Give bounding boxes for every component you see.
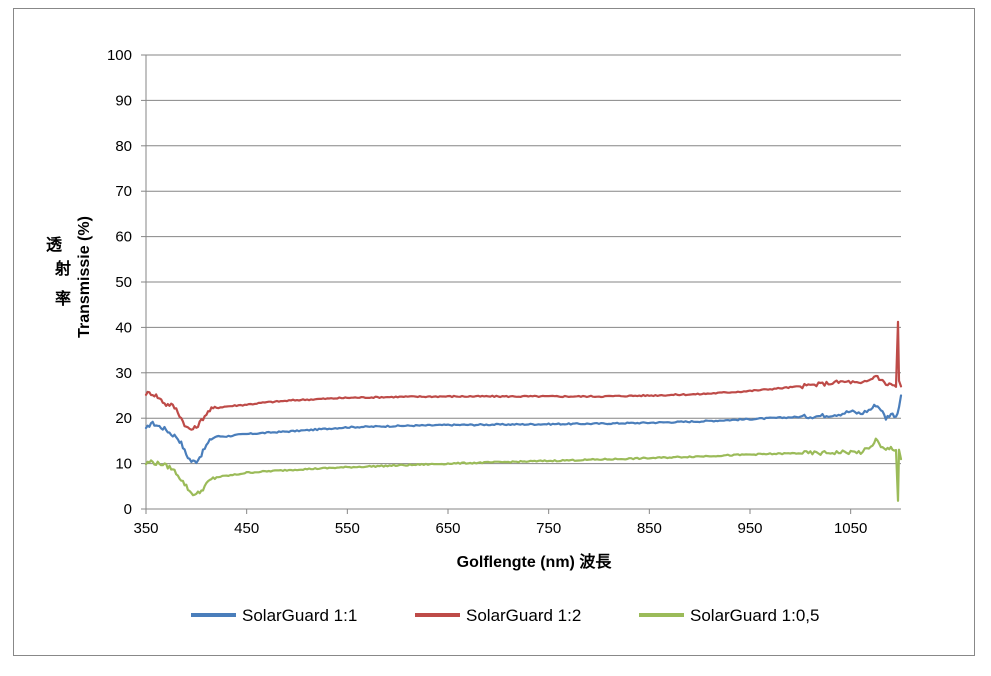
- legend-label-solarguard-1-0-5: SolarGuard 1:0,5: [690, 606, 819, 625]
- x-tick-label: 350: [133, 520, 158, 537]
- y-tick-label: 60: [115, 229, 132, 246]
- series-line-1: [144, 394, 903, 465]
- legend-label-solarguard-1-2: SolarGuard 1:2: [466, 606, 581, 625]
- y-tick-label: 80: [115, 138, 132, 155]
- y-tick-label: 50: [115, 274, 132, 291]
- y-tick-label: 90: [115, 92, 132, 109]
- x-tick-label: 650: [435, 520, 460, 537]
- y-axis-cjk-char-2: 射: [54, 259, 71, 278]
- y-axis-title: 透 射 率 Transmissie (%): [46, 216, 93, 338]
- x-tick-label: 750: [536, 520, 561, 537]
- legend-label-solarguard-1-1: SolarGuard 1:1: [242, 606, 357, 625]
- y-tick-label: 70: [115, 183, 132, 200]
- series-line-2: [144, 320, 903, 431]
- x-tick-label: 550: [335, 520, 360, 537]
- x-tick-label: 1050: [834, 520, 867, 537]
- y-axis-title-text: Transmissie (%): [76, 216, 93, 338]
- y-axis-cjk-char-3: 率: [55, 289, 71, 308]
- x-tick-label: 950: [737, 520, 762, 537]
- y-tick-label: 10: [115, 456, 132, 473]
- line-chart: 0 10 20 30 40 50 60 70 80 90 100 350 450 550 650 750 85…: [46, 47, 903, 625]
- y-tick-label: 100: [107, 47, 132, 64]
- y-tick-label: 0: [124, 501, 132, 518]
- x-tick-label: 850: [637, 520, 662, 537]
- legend: SolarGuard 1:1 SolarGuard 1:2 SolarGuard…: [191, 606, 819, 625]
- chart-frame: 0 10 20 30 40 50 60 70 80 90 100 350 450 550 650 750 85…: [13, 8, 975, 656]
- y-tick-label: 30: [115, 365, 132, 382]
- y-tick-label: 40: [115, 319, 132, 336]
- series-line-3: [144, 437, 903, 502]
- y-axis-cjk-char-1: 透: [46, 236, 63, 254]
- x-tick-label: 450: [234, 520, 259, 537]
- y-tick-label: 20: [115, 410, 132, 427]
- x-axis-title: Golflengte (nm) 波長: [457, 552, 613, 571]
